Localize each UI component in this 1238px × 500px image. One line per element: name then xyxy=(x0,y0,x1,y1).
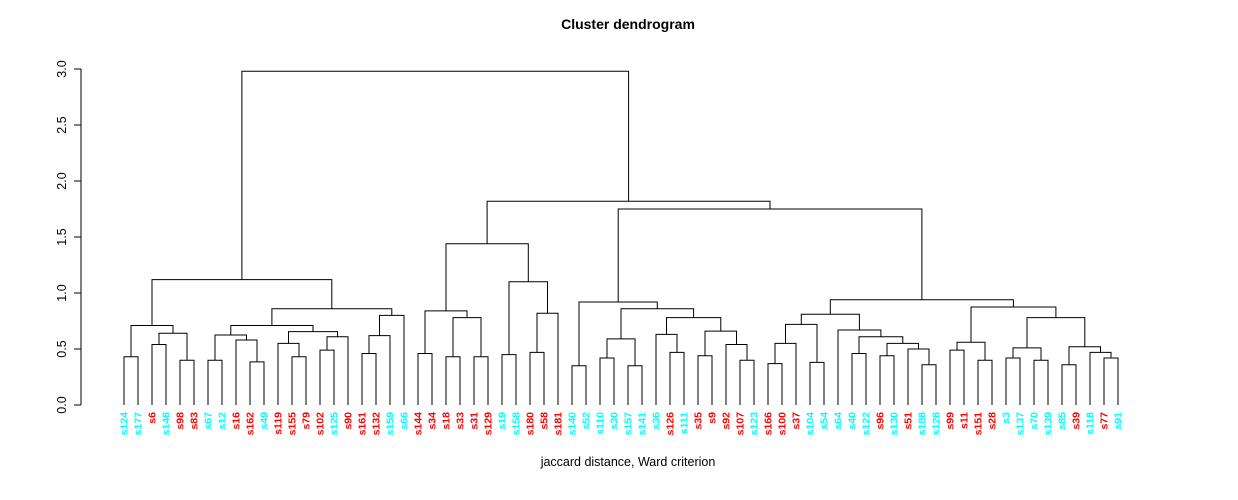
leaf-label: s110 xyxy=(595,412,607,435)
y-axis-tick-label: 2.5 xyxy=(55,116,69,133)
y-axis xyxy=(74,68,82,406)
leaf-label: s67 xyxy=(203,412,215,430)
y-axis-tick-label: 0.0 xyxy=(55,396,69,413)
y-axis-tick-label: 1.0 xyxy=(55,284,69,301)
leaf-label: s141 xyxy=(637,412,649,436)
leaf-label: s19 xyxy=(497,412,509,430)
leaf-label: s157 xyxy=(623,412,635,436)
leaf-label: s96 xyxy=(875,412,887,430)
leaf-label: s132 xyxy=(371,412,383,436)
leaf-label: s83 xyxy=(189,412,201,430)
leaf-label: s100 xyxy=(777,412,789,436)
leaf-label: s166 xyxy=(763,412,775,436)
leaf-label: s40 xyxy=(847,412,859,430)
leaf-label: s144 xyxy=(413,412,425,436)
leaf-label: s107 xyxy=(735,412,747,436)
leaf-label: s49 xyxy=(259,412,271,430)
leaf-label: s30 xyxy=(609,412,621,430)
leaf-label: s118 xyxy=(1085,412,1097,435)
leaf-label: s162 xyxy=(245,412,257,436)
leaf-label: s16 xyxy=(231,412,243,430)
leaf-label: s64 xyxy=(833,412,845,430)
leaf-label: s181 xyxy=(553,412,565,436)
leaf-label: s119 xyxy=(273,412,285,435)
leaf-label: s11 xyxy=(959,412,971,429)
leaf-label: s139 xyxy=(1043,412,1055,436)
leaf-label: s3 xyxy=(1001,412,1013,424)
leaf-label: s137 xyxy=(1015,412,1027,436)
leaf-label: s51 xyxy=(903,412,915,430)
leaf-label: s130 xyxy=(889,412,901,436)
leaf-label: s33 xyxy=(455,412,467,430)
leaf-label: s34 xyxy=(427,412,439,430)
leaf-label: s177 xyxy=(133,412,145,436)
leaf-label: s111 xyxy=(679,412,691,434)
leaf-label: s126 xyxy=(665,412,677,436)
leaf-label: s36 xyxy=(651,412,663,430)
leaf-label: s151 xyxy=(973,412,985,436)
leaf-label: s155 xyxy=(287,412,299,436)
y-axis-tick-label: 3.0 xyxy=(55,60,69,77)
chart-title: Cluster dendrogram xyxy=(561,16,695,32)
y-axis-tick-label: 0.5 xyxy=(55,340,69,357)
leaf-label: s77 xyxy=(1099,412,1111,430)
leaf-label: s102 xyxy=(315,412,327,436)
leaf-label: s35 xyxy=(693,412,705,430)
leaf-label: s9 xyxy=(707,412,719,424)
dendrogram-links xyxy=(123,70,1119,405)
leaf-label: s31 xyxy=(469,412,481,430)
leaf-label: s129 xyxy=(483,412,495,436)
leaf-label: s91 xyxy=(1113,412,1125,430)
x-axis-caption: jaccard distance, Ward criterion xyxy=(540,455,716,469)
leaf-label: s161 xyxy=(357,412,369,436)
leaf-label: s52 xyxy=(581,412,593,430)
y-axis-tick-label: 2.0 xyxy=(55,172,69,189)
leaf-label: s18 xyxy=(441,412,453,430)
leaf-label: s92 xyxy=(721,412,733,430)
leaf-label: s70 xyxy=(1029,412,1041,430)
leaf-label: s79 xyxy=(301,412,313,430)
leaf-label: s6 xyxy=(147,412,159,424)
leaf-label: s85 xyxy=(1057,412,1069,430)
leaf-label: s66 xyxy=(399,412,411,430)
dendrogram-tree xyxy=(123,70,1119,405)
leaf-label: s148 xyxy=(161,412,173,436)
leaf-label: s159 xyxy=(385,412,397,436)
leaf-label: s125 xyxy=(329,412,341,436)
leaf-label: s37 xyxy=(791,412,803,430)
leaf-label: s28 xyxy=(987,412,999,430)
leaf-label: s158 xyxy=(511,412,523,436)
leaf-label: s90 xyxy=(343,412,355,430)
leaf-label: s99 xyxy=(945,412,957,430)
leaf-label: s104 xyxy=(805,412,817,436)
y-axis-tick-label: 1.5 xyxy=(55,228,69,245)
leaf-label: s54 xyxy=(819,412,831,430)
leaf-label: s98 xyxy=(175,412,187,430)
leaf-label: s140 xyxy=(567,412,579,436)
leaf-label: s39 xyxy=(1071,412,1083,430)
leaf-label: s128 xyxy=(931,412,943,436)
leaf-label: s12 xyxy=(217,412,229,430)
leaf-label: s58 xyxy=(539,412,551,430)
leaf-label: s188 xyxy=(917,412,929,436)
leaf-label: s123 xyxy=(749,412,761,436)
leaf-label: s124 xyxy=(119,412,131,436)
leaf-label: s122 xyxy=(861,412,873,436)
leaf-label: s180 xyxy=(525,412,537,436)
